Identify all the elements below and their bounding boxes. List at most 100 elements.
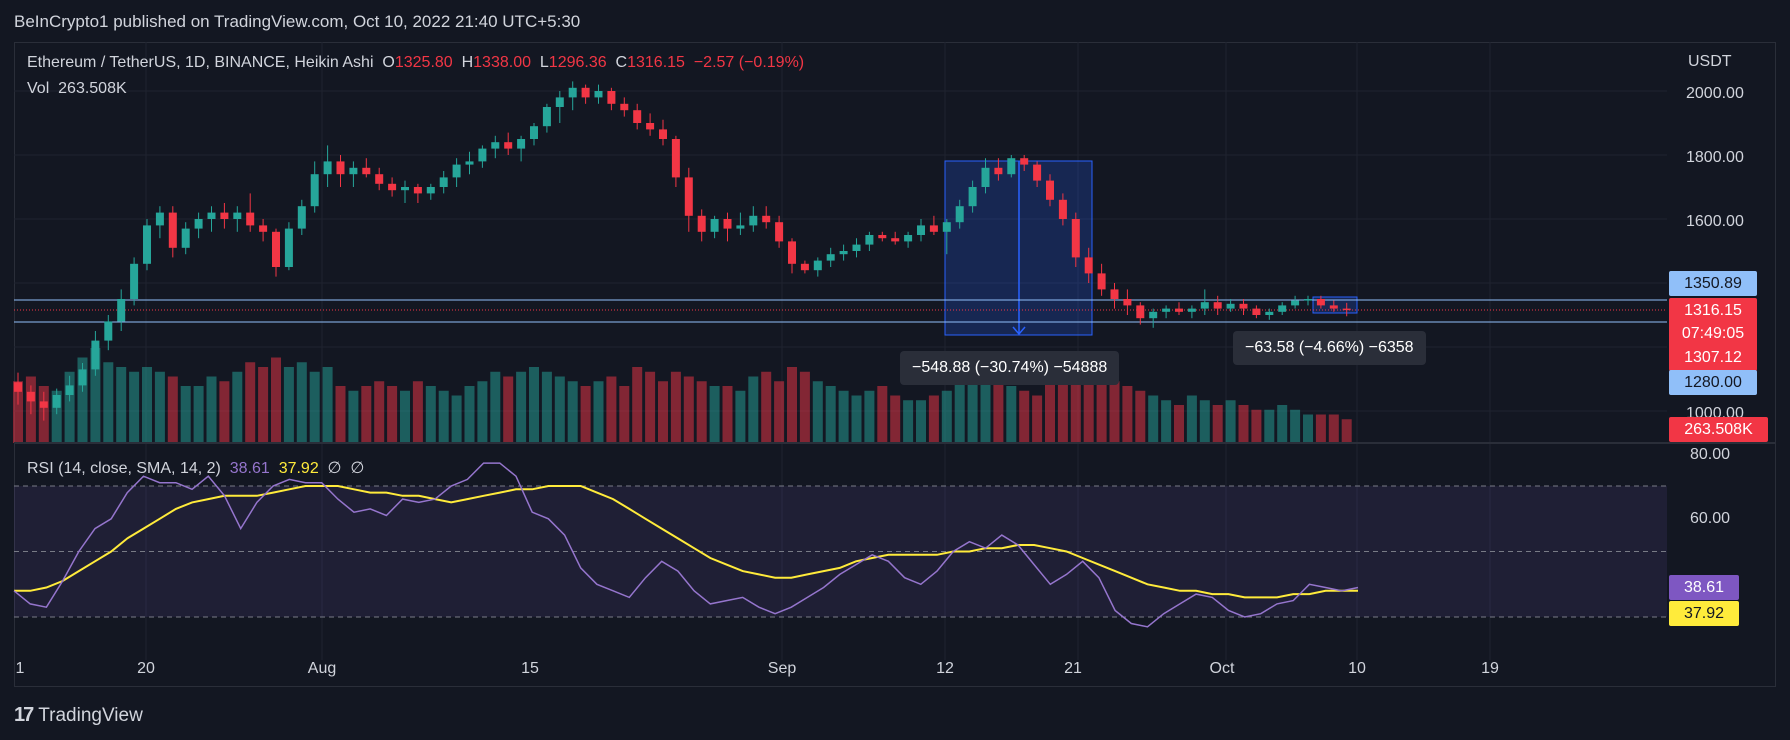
volume-legend[interactable]: Vol 263.508K — [27, 80, 127, 98]
candle-body — [968, 187, 977, 207]
candle-body — [826, 254, 835, 261]
candle-body — [388, 183, 397, 191]
brand-name: TradingView — [38, 704, 143, 726]
symbol-legend[interactable]: Ethereum / TetherUS, 1D, BINANCE, Heikin… — [27, 54, 804, 72]
volume-bar — [632, 367, 643, 443]
volume-bar — [387, 386, 398, 443]
volume-bar — [980, 371, 991, 443]
candle-body — [1187, 308, 1196, 312]
volume-bar — [13, 381, 23, 443]
candle-body — [323, 161, 332, 175]
volume-bar — [916, 400, 926, 443]
volume-bar — [761, 371, 772, 443]
candle-body — [1097, 273, 1106, 290]
volume-bar — [1225, 400, 1236, 443]
volume-bar — [1251, 409, 1262, 443]
volume-bar — [851, 395, 862, 443]
rsi-sma-value: 37.92 — [278, 460, 319, 477]
volume-bar — [1006, 386, 1017, 443]
candle-body — [181, 228, 190, 248]
volume-bar — [1135, 390, 1146, 443]
volume-bar — [1109, 381, 1120, 443]
volume-bar — [51, 390, 62, 443]
time-tick: 20 — [137, 660, 155, 677]
candle-body — [994, 167, 1003, 175]
candle-body — [568, 87, 577, 98]
volume-bar — [103, 362, 114, 443]
close-value: 1316.15 — [627, 54, 685, 71]
volume-bar — [1019, 390, 1030, 443]
volume-bar — [1083, 371, 1094, 443]
volume-bar — [606, 376, 617, 443]
candle-body — [530, 126, 538, 139]
candle-body — [426, 187, 435, 194]
candle-body — [929, 225, 938, 232]
candle-body — [736, 225, 745, 229]
volume-bar — [735, 390, 746, 443]
volume-bar — [154, 371, 165, 443]
time-tick: 19 — [1481, 660, 1499, 677]
candle-body — [65, 385, 74, 395]
volume-bar — [787, 367, 797, 443]
rsi-label: RSI (14, close, SMA, 14, 2) — [27, 460, 221, 477]
candle-body — [1200, 302, 1209, 309]
volume-bar — [193, 386, 204, 443]
change-value: −2.57 (−0.19%) — [693, 54, 805, 71]
volume-bar — [425, 386, 436, 443]
volume-bar — [503, 376, 514, 443]
candle-body — [478, 148, 487, 162]
candle-body — [852, 244, 861, 251]
volume-bar — [941, 390, 952, 443]
candle-body — [207, 212, 216, 219]
volume-bar — [1264, 409, 1275, 443]
chart-frame — [14, 42, 1776, 687]
candle-body — [465, 161, 474, 165]
candle-body — [1304, 299, 1312, 301]
volume-bar — [400, 390, 410, 443]
candle-body — [220, 212, 229, 219]
symbol-name: Ethereum / TetherUS, 1D, BINANCE, Heikin… — [27, 54, 374, 71]
volume-bar — [709, 386, 720, 443]
tradingview-brand[interactable]: 17 TradingView — [14, 704, 143, 727]
measure-tooltip-big: −548.88 (−30.74%) −54888 — [900, 351, 1120, 385]
volume-bar — [296, 362, 307, 443]
candle-body — [1007, 158, 1016, 175]
rsi-legend[interactable]: RSI (14, close, SMA, 14, 2) 38.61 37.92 … — [27, 458, 364, 478]
low-label: L — [539, 54, 549, 71]
volume-bar — [1174, 405, 1184, 443]
candle-body — [955, 206, 964, 223]
volume-bar — [1161, 400, 1172, 443]
close-label: C — [615, 54, 628, 71]
volume-bar — [116, 367, 127, 443]
candle-body — [1136, 305, 1145, 319]
volume-bar — [1045, 376, 1055, 443]
volume-bar — [245, 362, 256, 443]
candle-body — [130, 263, 139, 299]
price-tick: 2000.00 — [1686, 85, 1744, 102]
candle-body — [800, 263, 809, 271]
volume-bar — [812, 381, 823, 443]
candle-body — [1226, 303, 1235, 309]
volume-bar — [90, 348, 101, 443]
volume-bar — [722, 386, 733, 443]
volume-bar — [658, 381, 668, 443]
candle-body — [878, 235, 887, 239]
volume-bar — [348, 390, 359, 443]
candle-body — [865, 235, 874, 245]
volume-bar — [361, 386, 372, 443]
rsi-badge: 38.61 — [1669, 575, 1739, 600]
rsi-sma-line — [14, 485, 1358, 599]
candle-body — [542, 107, 551, 127]
volume-bar — [438, 390, 449, 443]
volume-bar — [580, 386, 591, 443]
candle-body — [646, 123, 655, 130]
rsi-value: 38.61 — [229, 460, 270, 477]
lower-line-badge: 1280.00 — [1669, 370, 1757, 395]
volume-bar — [645, 371, 656, 443]
rsi-null-2: ∅ — [350, 460, 365, 477]
candle-body — [246, 212, 255, 226]
volume-bar — [1148, 395, 1159, 443]
candle-body — [1316, 299, 1325, 306]
volume-label: Vol — [27, 80, 50, 97]
